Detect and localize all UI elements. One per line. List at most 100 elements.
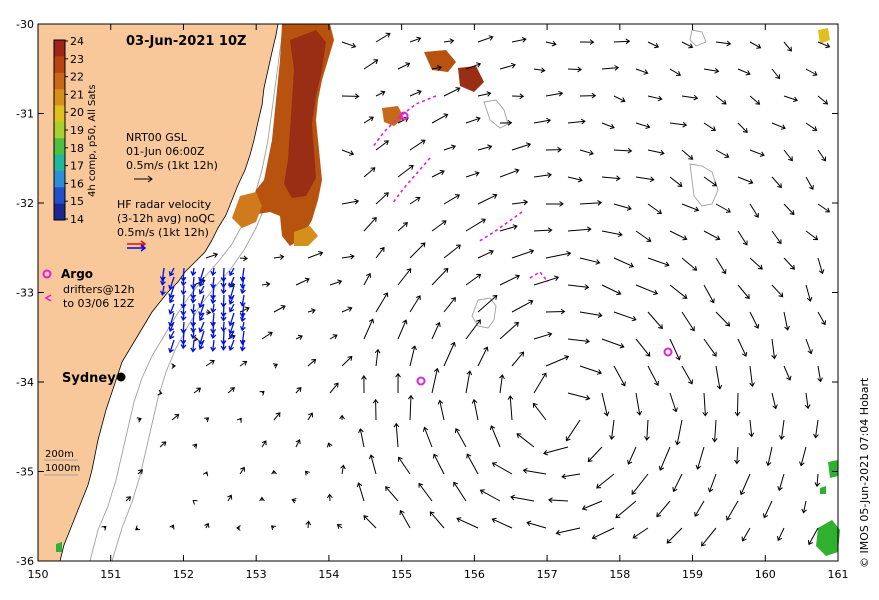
gsl-arrow: [491, 462, 513, 475]
gsl-arrow: [783, 203, 795, 216]
sst-filament-3: [382, 106, 404, 126]
gsl-arrow: [358, 428, 365, 448]
gsl-arrow: [341, 149, 355, 156]
gsl-arrow: [393, 422, 400, 448]
colorbar-segment: [54, 170, 65, 188]
gsl-arrow: [656, 500, 671, 518]
gsl-arrow: [771, 68, 781, 80]
gsl-arrow: [749, 149, 765, 157]
gsl-arrow: [375, 32, 391, 43]
gsl-arrow: [533, 372, 547, 394]
gsl-arrow: [431, 267, 449, 286]
gsl-arrow: [567, 66, 582, 73]
gsl-arrow: [477, 294, 498, 313]
gsl-arrow: [669, 176, 683, 187]
gsl-arrow: [374, 348, 381, 367]
gsl-arrow: [609, 419, 615, 440]
gsl-arrow: [817, 95, 829, 105]
hf-radar-arrow: [228, 276, 235, 288]
gsl-arrow: [703, 284, 715, 304]
colorbar-tick-label: 21: [70, 88, 84, 101]
gsl-arrow: [397, 62, 411, 70]
gsl-arrow: [239, 360, 248, 367]
hf-radar-arrow: [198, 267, 205, 283]
x-tick-label: 151: [100, 568, 121, 581]
argo-float-3: [663, 347, 673, 357]
gsl-arrow: [491, 517, 513, 529]
gsl-arrow: [817, 41, 831, 49]
gsl-arrow: [817, 203, 831, 213]
gsl-arrow: [749, 311, 760, 329]
x-tick-label: 157: [537, 568, 558, 581]
gsl-arrow: [601, 65, 620, 71]
gsl-arrow: [545, 355, 570, 367]
gsl-arrow: [771, 284, 784, 298]
gsl-arrow: [329, 382, 339, 394]
gsl-arrow: [336, 524, 343, 529]
hf-radar-arrow: [190, 303, 197, 315]
gsl-arrow: [805, 230, 819, 241]
gsl-arrow: [635, 68, 649, 75]
gsl-arrow: [443, 87, 461, 97]
hf-legend-arrow: [127, 240, 147, 252]
hf-radar-arrow: [168, 276, 175, 291]
gsl-arrow: [613, 38, 631, 45]
sst-green-patch-2: [828, 460, 838, 478]
gsl-arrow: [261, 281, 271, 288]
gsl-arrow: [192, 443, 198, 449]
gsl-arrow: [202, 471, 209, 477]
gsl-arrow: [159, 441, 167, 448]
gsl-arrow: [581, 500, 603, 511]
gsl-arrow: [409, 36, 422, 43]
gsl-arrow: [236, 417, 242, 423]
gsl-arrow: [363, 272, 372, 286]
colorbar-tick-label: 19: [70, 124, 84, 137]
gsl-arrow: [533, 172, 552, 178]
bathy-legend-1000m: 1000m: [45, 463, 80, 474]
gsl-arrow: [579, 199, 603, 206]
sst-patch-4: [294, 226, 318, 246]
x-tick-label: 155: [391, 568, 412, 581]
colorbar-segment: [54, 121, 65, 139]
gsl-arrow: [694, 500, 705, 517]
map-title: 03-Jun-2021 10Z: [126, 34, 246, 49]
hf-legend-line1: HF radar velocity: [117, 198, 212, 211]
gsl-arrow: [397, 222, 408, 232]
hf-radar-arrow: [168, 294, 175, 304]
colorbar-segment: [54, 40, 65, 57]
gsl-arrow: [375, 246, 385, 259]
hf-radar-arrow: [198, 294, 205, 309]
gsl-arrow: [372, 398, 379, 421]
x-tick-label: 152: [173, 568, 194, 581]
gsl-arrow: [499, 168, 520, 178]
gsl-arrow: [615, 500, 637, 519]
gsl-arrow: [341, 198, 360, 205]
hf-radar-arrow: [228, 303, 235, 313]
gsl-velocity-arrows: [101, 32, 831, 547]
gsl-arrow: [669, 121, 688, 128]
hf-radar-arrow: [168, 330, 175, 340]
gsl-arrow: [545, 250, 572, 259]
gsl-arrow: [454, 428, 467, 448]
x-tick-label: 150: [28, 568, 49, 581]
hf-radar-arrow: [198, 285, 205, 295]
gsl-arrow: [157, 389, 163, 396]
gsl-arrow: [239, 306, 250, 313]
gsl-arrow: [341, 41, 357, 49]
hf-radar-arrow: [180, 312, 187, 322]
hf-legend-line2: (3-12h avg) noQC: [117, 212, 215, 225]
gsl-arrow: [749, 95, 761, 105]
hf-radar-arrow: [210, 312, 216, 327]
gsl-arrow: [681, 94, 699, 101]
hf-radar-arrow: [168, 303, 175, 315]
gsl-arrow: [443, 144, 457, 151]
y-tick-label: -32: [16, 197, 34, 210]
drifter-track-2: [391, 157, 431, 205]
hf-radar-arrow: [239, 276, 246, 289]
gsl-arrow: [522, 468, 547, 475]
seamount-outline-2: [689, 163, 719, 207]
land-australia: [37, 23, 279, 562]
gsl-arrow: [205, 252, 219, 259]
hf-radar-arrow: [168, 312, 175, 328]
gsl-arrow: [647, 41, 660, 49]
